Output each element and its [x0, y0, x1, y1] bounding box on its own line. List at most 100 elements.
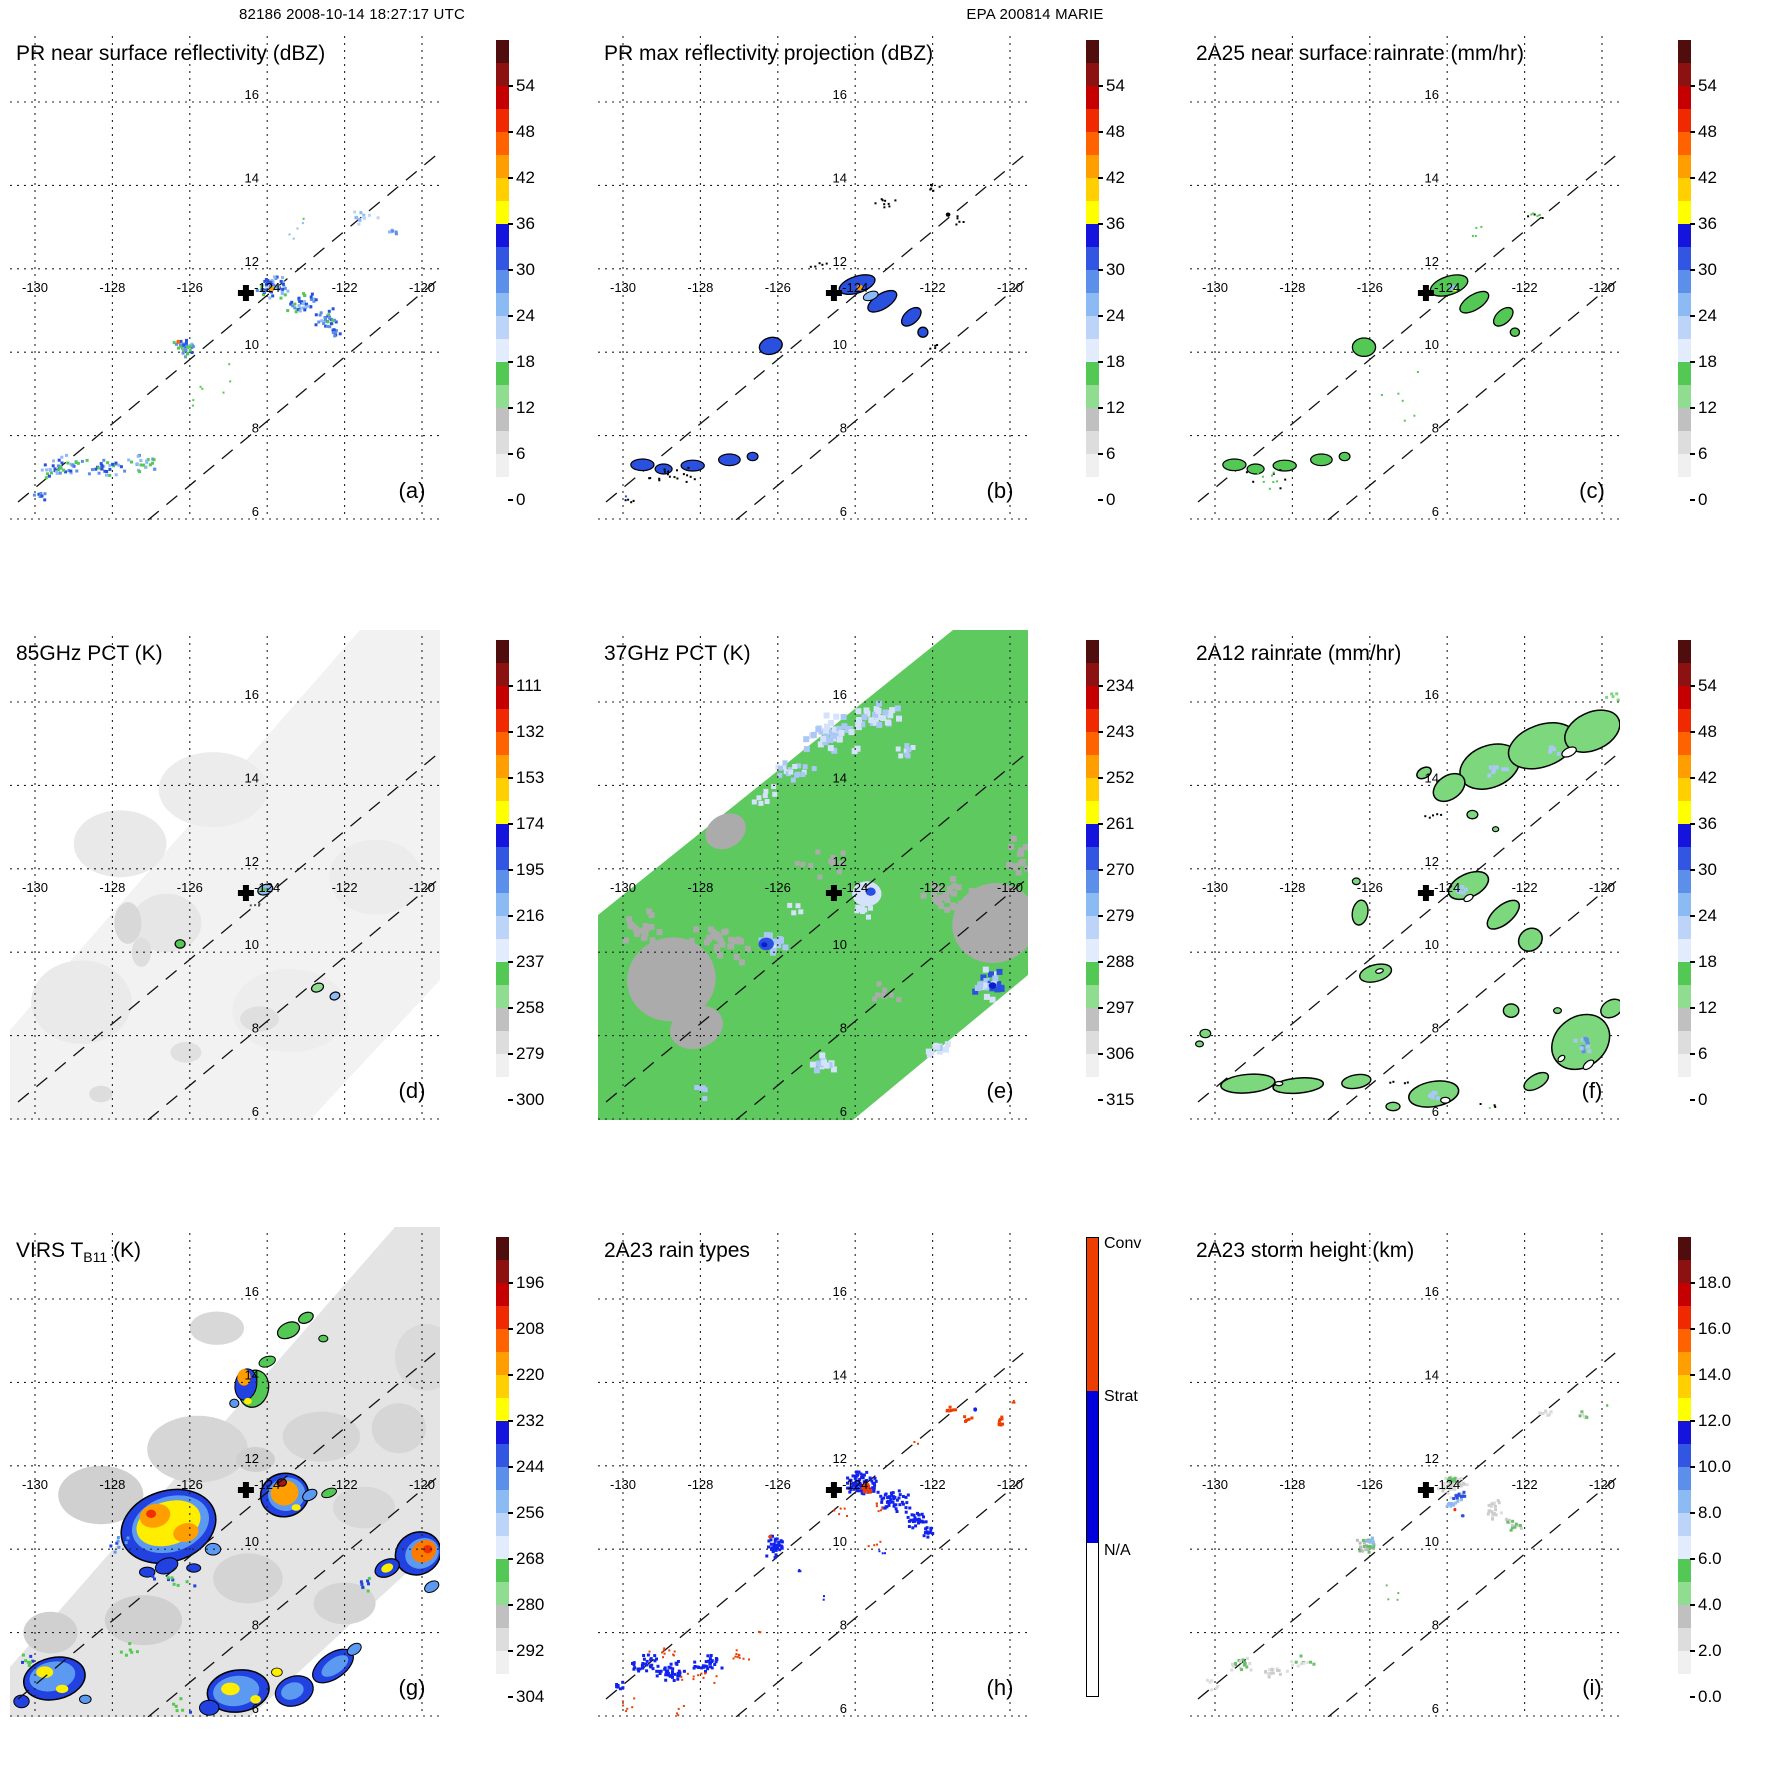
svg-text:VIRS TB11 (K): VIRS TB11 (K): [16, 1239, 141, 1265]
svg-text:-120: -120: [997, 880, 1023, 895]
svg-text:(c): (c): [1579, 478, 1605, 503]
svg-text:8: 8: [1432, 1618, 1439, 1633]
svg-text:6: 6: [1432, 504, 1439, 519]
svg-text:37GHz PCT (K): 37GHz PCT (K): [604, 642, 751, 665]
svg-text:10: 10: [245, 337, 259, 352]
svg-text:-124: -124: [842, 880, 868, 895]
plot-panel-a: -130 -128 -126 -124 -122 -120 16 14 12 10 8 6 PR nea…: [10, 36, 440, 520]
svg-text:14: 14: [833, 170, 847, 185]
svg-text:-120: -120: [409, 880, 435, 895]
svg-text:6: 6: [1432, 1701, 1439, 1716]
plot-panel-h: -130 -128 -126 -124 -122 -120 16 14 12 10 8 6 2A23 r…: [598, 1233, 1028, 1717]
svg-text:12: 12: [833, 254, 847, 269]
svg-text:-128: -128: [687, 880, 713, 895]
svg-text:14: 14: [245, 1367, 259, 1382]
svg-text:-124: -124: [254, 880, 280, 895]
svg-text:-130: -130: [1202, 1477, 1228, 1492]
svg-text:-122: -122: [332, 1477, 358, 1492]
svg-text:14: 14: [833, 1367, 847, 1382]
svg-text:-130: -130: [22, 1477, 48, 1492]
svg-text:2A25 near surface rainrate (mm: 2A25 near surface rainrate (mm/hr): [1196, 42, 1524, 65]
svg-text:-128: -128: [1279, 880, 1305, 895]
svg-text:8: 8: [840, 1021, 847, 1036]
colorbar-panel-i: 18.0 16.0 14.0 12.0 10.0 8.0 6.0 4.0 2.0 0.0: [1678, 1237, 1731, 1706]
svg-text:2A12 rainrate (mm/hr): 2A12 rainrate (mm/hr): [1196, 642, 1401, 665]
svg-text:12: 12: [1425, 254, 1439, 269]
svg-text:16: 16: [833, 1284, 847, 1299]
svg-text:14: 14: [245, 170, 259, 185]
svg-text:-122: -122: [332, 880, 358, 895]
svg-text:8: 8: [252, 1618, 259, 1633]
svg-text:-120: -120: [1589, 880, 1615, 895]
svg-text:(f): (f): [1582, 1078, 1603, 1103]
plot-panel-c: -130 -128 -126 -124 -122 -120 16 14 12 10 8 6 2A25 n…: [1190, 36, 1620, 520]
svg-text:16: 16: [245, 1284, 259, 1299]
svg-text:-130: -130: [610, 880, 636, 895]
svg-text:16: 16: [245, 687, 259, 702]
svg-text:-128: -128: [99, 880, 125, 895]
svg-text:-122: -122: [1512, 880, 1538, 895]
svg-text:-122: -122: [1512, 280, 1538, 295]
colorbar-panel-a: 54 48 42 36 30 24 18 12 6 0: [496, 40, 535, 509]
svg-text:PR max reflectivity projection: PR max reflectivity projection (dBZ): [604, 42, 933, 65]
plot-panel-i: -130 -128 -126 -124 -122 -120 16 14 12 10 8 6 2A23 s…: [1190, 1233, 1620, 1717]
svg-text:-130: -130: [22, 880, 48, 895]
svg-text:8: 8: [1432, 1021, 1439, 1036]
svg-text:12: 12: [833, 854, 847, 869]
svg-text:10: 10: [1425, 1534, 1439, 1549]
svg-text:-120: -120: [997, 1477, 1023, 1492]
svg-text:-128: -128: [687, 280, 713, 295]
plot-panel-e: -130 -128 -126 -124 -122 -120 16 14 12 10 8 6 37GHz …: [598, 630, 1028, 1120]
svg-text:6: 6: [840, 1701, 847, 1716]
svg-text:-126: -126: [765, 880, 791, 895]
svg-text:-122: -122: [920, 280, 946, 295]
svg-text:-130: -130: [1202, 880, 1228, 895]
svg-text:6: 6: [252, 504, 259, 519]
svg-text:-130: -130: [610, 1477, 636, 1492]
svg-text:16: 16: [245, 87, 259, 102]
svg-text:16: 16: [1425, 87, 1439, 102]
svg-text:(h): (h): [987, 1675, 1014, 1700]
svg-text:-122: -122: [920, 880, 946, 895]
colorbar-panel-g: 196 208 220 232 244 256 268 280 292 304: [496, 1237, 544, 1706]
svg-text:-126: -126: [765, 280, 791, 295]
svg-text:-126: -126: [177, 280, 203, 295]
svg-text:-120: -120: [997, 280, 1023, 295]
svg-text:2A23 rain types: 2A23 rain types: [604, 1239, 750, 1262]
svg-text:-122: -122: [332, 280, 358, 295]
svg-text:-122: -122: [920, 1477, 946, 1492]
svg-text:12: 12: [833, 1451, 847, 1466]
svg-text:8: 8: [840, 1618, 847, 1633]
plot-panel-b: -130 -128 -126 -124 -122 -120 16 14 12 10 8 6 PR max…: [598, 36, 1028, 520]
svg-text:-126: -126: [1357, 280, 1383, 295]
svg-text:-124: -124: [1434, 1477, 1460, 1492]
colorbar-panel-d: 111 132 153 174 195 216 237 258 279 300: [496, 640, 544, 1109]
svg-text:-126: -126: [177, 1477, 203, 1492]
svg-text:-124: -124: [254, 280, 280, 295]
svg-text:-126: -126: [1357, 1477, 1383, 1492]
svg-text:(e): (e): [987, 1078, 1014, 1103]
plot-panel-f: -130 -128 -126 -124 -122 -120 16 14 12 10 8 6 2A12 r…: [1190, 636, 1620, 1120]
svg-text:-126: -126: [177, 880, 203, 895]
svg-text:8: 8: [252, 1021, 259, 1036]
svg-text:12: 12: [245, 854, 259, 869]
svg-text:8: 8: [1432, 421, 1439, 436]
svg-text:-124: -124: [254, 1477, 280, 1492]
svg-text:-128: -128: [687, 1477, 713, 1492]
svg-text:-130: -130: [1202, 280, 1228, 295]
svg-text:6: 6: [252, 1701, 259, 1716]
svg-text:8: 8: [840, 421, 847, 436]
svg-text:-130: -130: [610, 280, 636, 295]
svg-text:12: 12: [1425, 1451, 1439, 1466]
svg-text:6: 6: [1432, 1104, 1439, 1119]
colorbar-panel-b: 54 48 42 36 30 24 18 12 6 0: [1086, 40, 1125, 509]
svg-text:8: 8: [252, 421, 259, 436]
svg-text:10: 10: [833, 937, 847, 952]
svg-text:16: 16: [833, 687, 847, 702]
svg-text:(i): (i): [1582, 1675, 1602, 1700]
svg-text:14: 14: [833, 770, 847, 785]
svg-text:-128: -128: [99, 280, 125, 295]
svg-text:10: 10: [1425, 337, 1439, 352]
svg-text:PR near surface reflectivity (: PR near surface reflectivity (dBZ): [16, 42, 325, 65]
svg-text:12: 12: [245, 254, 259, 269]
